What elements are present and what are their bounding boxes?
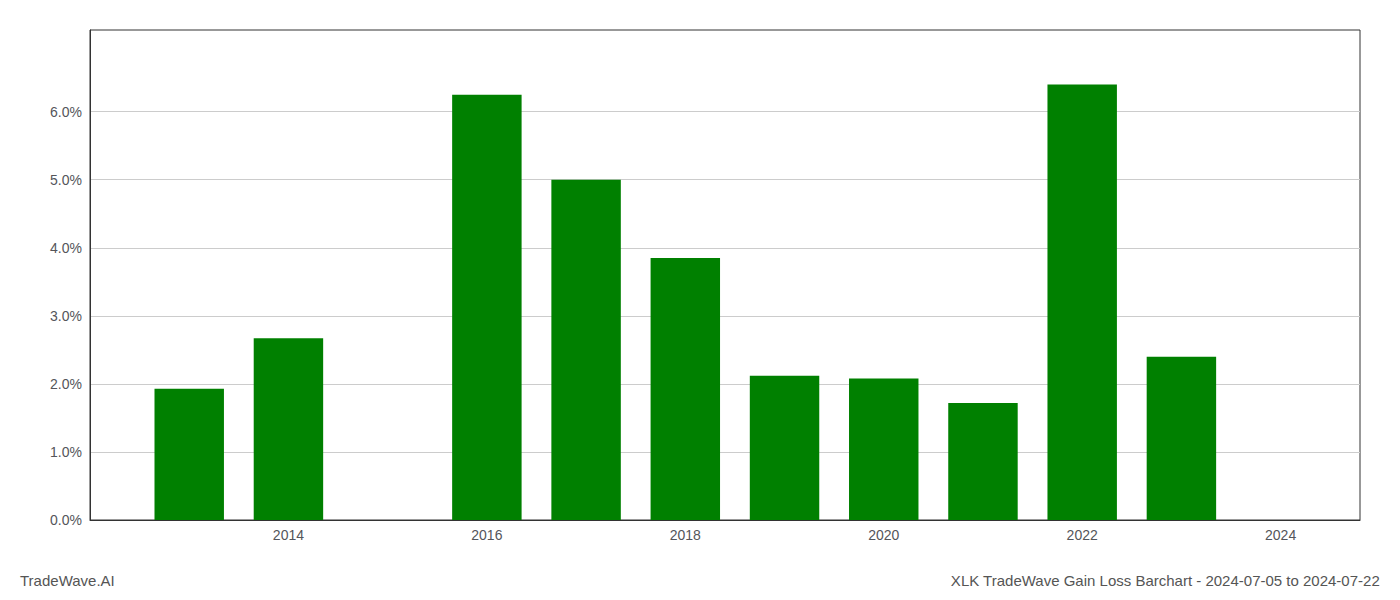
svg-text:0.0%: 0.0% (50, 512, 82, 528)
svg-text:2016: 2016 (471, 527, 502, 543)
svg-text:2022: 2022 (1067, 527, 1098, 543)
svg-text:3.0%: 3.0% (50, 308, 82, 324)
svg-text:4.0%: 4.0% (50, 240, 82, 256)
svg-text:5.0%: 5.0% (50, 172, 82, 188)
svg-text:6.0%: 6.0% (50, 104, 82, 120)
svg-text:TradeWave.AI: TradeWave.AI (20, 572, 115, 589)
svg-text:2024: 2024 (1265, 527, 1296, 543)
svg-text:XLK TradeWave Gain Loss Barcha: XLK TradeWave Gain Loss Barchart - 2024-… (951, 572, 1380, 589)
svg-text:1.0%: 1.0% (50, 444, 82, 460)
svg-text:2018: 2018 (670, 527, 701, 543)
svg-text:2014: 2014 (273, 527, 304, 543)
svg-text:2.0%: 2.0% (50, 376, 82, 392)
svg-text:2020: 2020 (868, 527, 899, 543)
